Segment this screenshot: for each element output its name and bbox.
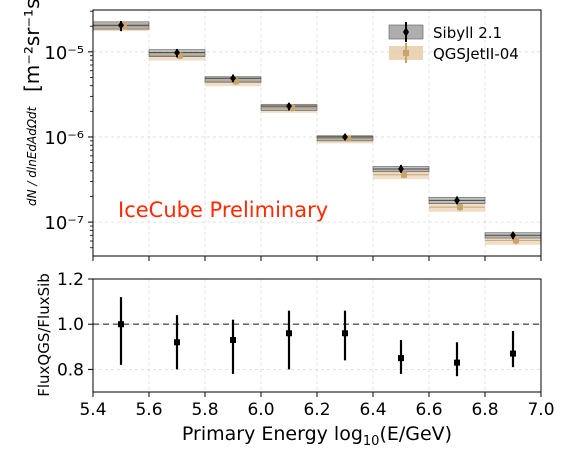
ratio-point-3 <box>286 330 292 337</box>
x-axis-label-suffix: (E/GeV) <box>379 423 452 445</box>
ratio-point-1 <box>174 339 180 346</box>
legend-label-sibyll: Sibyll 2.1 <box>433 24 502 42</box>
ratio-point-6 <box>454 359 460 366</box>
bottom-y-tick-label-0: 0.8 <box>57 360 84 380</box>
bottom-x-tick-label-1: 5.6 <box>135 400 162 420</box>
bottom-x-tick-label-3: 6.0 <box>247 400 274 420</box>
legend-marker-qgsjet <box>403 50 409 56</box>
bottom-x-tick-label-5: 6.4 <box>359 400 386 420</box>
sibyll-point-4 <box>342 132 348 141</box>
ratio-point-4 <box>342 330 348 337</box>
bottom-y-tick-label-2: 1.2 <box>57 270 84 290</box>
qgsjet-point-2 <box>233 78 239 85</box>
qgsjet-point-1 <box>177 52 183 59</box>
x-axis-label: Primary Energy log10(E/GeV) <box>182 423 452 449</box>
ratio-point-5 <box>398 355 404 362</box>
bottom-x-tick-label-7: 6.8 <box>471 400 498 420</box>
bottom-points <box>118 297 516 377</box>
sibyll-point-5 <box>398 165 404 174</box>
top-y-axis-label: dN / dlnEdAdΩdt [m⁻²sr⁻¹s⁻¹] <box>20 0 44 206</box>
qgsjet-point-6 <box>457 204 463 211</box>
bottom-x-ticks: 5.4 5.6 5.8 6.0 6.2 6.4 6.6 6.8 7.0 <box>79 392 555 420</box>
legend-marker-sibyll <box>403 27 409 37</box>
top-y-ticks: 10⁻⁵ 10⁻⁶ 10⁻⁷ <box>44 10 93 249</box>
bottom-y-ticks: 0.8 1.0 1.2 <box>57 270 93 380</box>
bottom-grid <box>92 278 542 392</box>
top-y-tick-label-2: 10⁻⁷ <box>44 213 84 234</box>
bottom-x-tick-label-2: 5.8 <box>191 400 218 420</box>
qgsjet-point-5 <box>401 171 407 178</box>
top-points <box>118 21 519 245</box>
legend-label-qgsjet: QGSJetII-04 <box>433 45 519 63</box>
qgsjet-point-0 <box>121 23 127 30</box>
bottom-panel: 0.8 1.0 1.2 5.4 5.6 5.8 6.0 6.2 6.4 6.6 6.8 7.0 Fl… <box>35 270 555 449</box>
sibyll-point-1 <box>174 48 180 57</box>
annotation-text: IceCube Preliminary <box>118 198 328 222</box>
top-y-tick-label-0: 10⁻⁵ <box>44 43 84 64</box>
bottom-x-tick-label-8: 7.0 <box>527 400 554 420</box>
y-axis-label-units: [m⁻²sr⁻¹s⁻¹] <box>20 0 44 92</box>
y-axis-label-fraction: dN / dlnEdAdΩdt <box>25 105 39 206</box>
sibyll-point-2 <box>230 74 236 83</box>
bottom-x-tick-label-6: 6.6 <box>415 400 442 420</box>
top-y-tick-label-1: 10⁻⁶ <box>44 128 84 149</box>
bottom-y-tick-label-1: 1.0 <box>57 315 84 335</box>
bottom-x-tick-label-0: 5.4 <box>79 400 106 420</box>
top-panel: 10⁻⁵ 10⁻⁶ 10⁻⁷ IceCube Preliminary dN / dl… <box>20 0 542 261</box>
sibyll-point-0 <box>118 21 124 30</box>
legend-entry-qgsjet: QGSJetII-04 <box>389 43 519 63</box>
bottom-y-axis-label: FluxQGS/FluxSib <box>35 273 53 397</box>
ratio-point-0 <box>118 321 124 328</box>
sibyll-point-6 <box>454 196 460 205</box>
ratio-point-2 <box>230 337 236 344</box>
top-x-ticks <box>92 256 542 261</box>
qgsjet-point-7 <box>513 237 519 244</box>
qgsjet-point-4 <box>345 135 351 142</box>
x-axis-label-subscript: 10 <box>363 434 380 449</box>
bottom-x-tick-label-4: 6.2 <box>303 400 330 420</box>
sibyll-point-3 <box>286 102 292 111</box>
qgsjet-point-3 <box>289 104 295 111</box>
x-axis-label-prefix: Primary Energy log <box>182 423 363 445</box>
sibyll-point-7 <box>510 231 516 240</box>
ratio-point-7 <box>510 350 516 357</box>
legend: Sibyll 2.1 QGSJetII-04 <box>388 22 519 63</box>
legend-entry-sibyll: Sibyll 2.1 <box>388 22 502 42</box>
